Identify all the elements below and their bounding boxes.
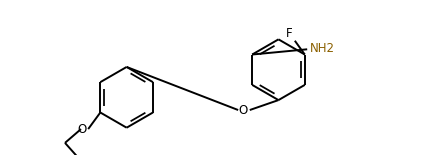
Text: O: O [238,104,247,117]
Text: F: F [286,27,293,40]
Text: O: O [78,123,87,136]
Text: NH2: NH2 [310,42,334,55]
